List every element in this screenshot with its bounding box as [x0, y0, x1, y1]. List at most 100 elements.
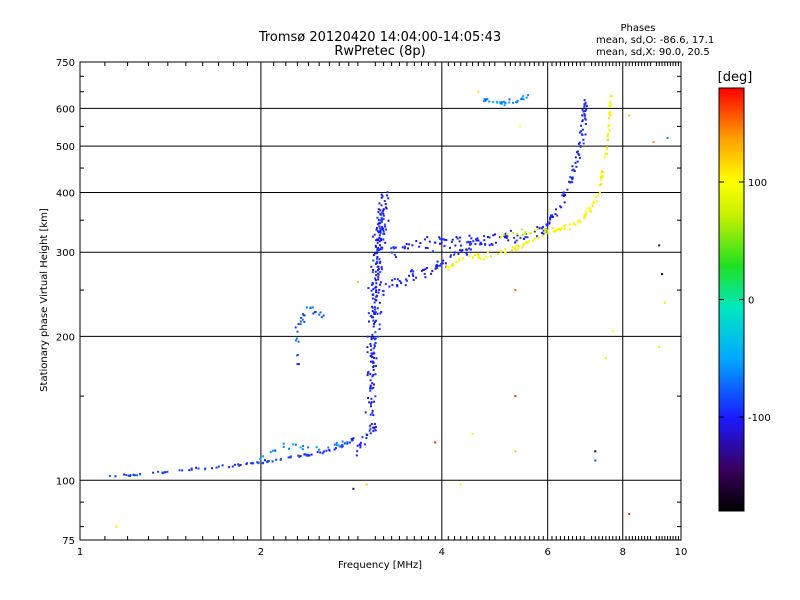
echo-point — [373, 252, 376, 255]
echo-point — [296, 354, 299, 356]
echo-point — [609, 114, 612, 117]
echo-point — [500, 101, 503, 104]
echo-point — [514, 247, 517, 250]
echo-point — [380, 204, 383, 207]
echo-point — [355, 454, 358, 457]
echo-point — [576, 220, 579, 223]
echo-point — [335, 441, 338, 444]
echo-point — [490, 243, 493, 246]
echo-point — [469, 241, 472, 243]
echo-point — [600, 176, 603, 179]
echo-point — [479, 241, 482, 244]
echo-point — [318, 313, 321, 316]
echo-point — [447, 268, 450, 271]
echo-point — [375, 295, 378, 298]
echo-point — [500, 102, 503, 105]
echo-point — [390, 247, 393, 250]
echo-point — [382, 209, 385, 212]
echo-point — [628, 114, 631, 117]
echo-point — [401, 246, 404, 249]
echo-point — [525, 241, 528, 243]
echo-point — [458, 259, 461, 262]
echo-point — [661, 273, 664, 276]
echo-point — [584, 118, 587, 121]
echo-point — [607, 138, 610, 141]
echo-point — [372, 374, 375, 376]
echo-point — [299, 455, 302, 457]
echo-point — [440, 262, 443, 265]
echo-point — [280, 458, 282, 461]
echo-point — [600, 174, 603, 177]
echo-point — [374, 425, 377, 428]
echo-point — [369, 427, 372, 430]
echo-point — [372, 414, 375, 417]
echo-point — [379, 312, 382, 315]
echo-point — [373, 400, 376, 403]
colorbar-tick-label: -100 — [748, 413, 771, 424]
echo-point — [311, 306, 314, 309]
echo-point — [371, 382, 374, 385]
echo-point — [384, 241, 387, 244]
echo-point — [524, 236, 527, 239]
echo-point — [494, 233, 496, 236]
echo-point — [373, 423, 376, 425]
echo-point — [372, 368, 375, 371]
echo-point — [508, 98, 511, 101]
phases-o-stats: mean, sd,O: -86.6, 17.1 — [596, 35, 714, 46]
echo-point — [450, 240, 453, 243]
echo-point — [163, 471, 166, 474]
echo-point — [366, 335, 369, 338]
echo-point — [572, 223, 575, 226]
echo-point — [540, 227, 543, 230]
echo-point — [550, 215, 553, 218]
echo-point — [376, 307, 379, 310]
echo-point — [371, 271, 374, 274]
echo-point — [372, 288, 375, 291]
echo-point — [442, 238, 445, 241]
echo-point — [504, 247, 507, 250]
echo-point — [585, 105, 588, 108]
echo-point — [374, 311, 377, 314]
echo-point — [605, 148, 608, 151]
echo-point — [608, 104, 611, 107]
echo-point — [372, 259, 375, 262]
echo-point — [369, 343, 372, 345]
echo-point — [343, 442, 346, 445]
echo-point — [370, 423, 373, 425]
echo-point — [562, 191, 565, 194]
echo-point — [486, 250, 489, 253]
echo-point — [502, 100, 505, 103]
echo-point — [370, 405, 372, 408]
echo-point — [573, 170, 576, 172]
echo-point — [566, 188, 569, 191]
echo-point — [375, 257, 378, 260]
echo-point — [468, 247, 471, 250]
echo-point — [582, 110, 585, 113]
echo-point — [367, 397, 370, 399]
echo-point — [412, 278, 415, 281]
echo-point — [370, 401, 373, 404]
echo-point — [371, 297, 374, 300]
echo-point — [584, 214, 587, 217]
y-tick-label: 200 — [56, 332, 75, 343]
echo-point — [341, 440, 344, 443]
echo-point — [166, 470, 169, 473]
y-axis-label: Stationary phase Virtual Height [km] — [39, 208, 50, 392]
y-tick-label: 300 — [56, 248, 75, 259]
echo-point — [482, 258, 485, 261]
echo-point — [385, 228, 388, 231]
echo-point — [377, 272, 380, 275]
echo-point — [384, 203, 387, 206]
echo-point — [517, 248, 519, 251]
echo-point — [346, 441, 349, 444]
echo-point — [400, 281, 403, 284]
echo-point — [374, 337, 377, 340]
echo-point — [470, 242, 473, 245]
echo-point — [580, 130, 583, 133]
echo-point — [546, 224, 548, 227]
echo-point — [378, 301, 381, 304]
echo-point — [369, 384, 372, 387]
x-axis: 1 2 4 6 8 10 — [77, 62, 687, 558]
echo-point — [298, 455, 301, 458]
echo-point — [483, 98, 486, 101]
